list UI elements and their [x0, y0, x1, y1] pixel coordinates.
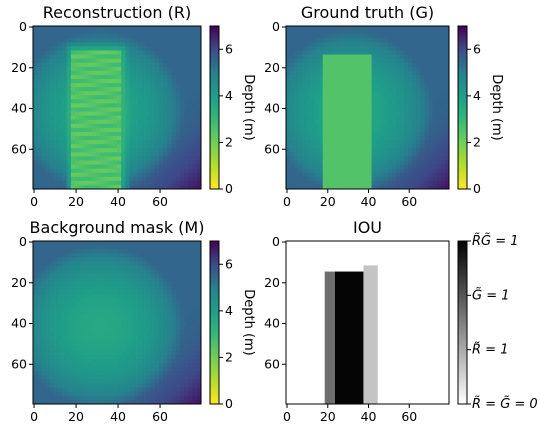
plot-frame: [32, 240, 202, 405]
mask-region-both: [334, 271, 364, 404]
colorbar: [457, 25, 468, 190]
colorbar-tick-label: 2: [225, 349, 233, 364]
x-tick-label: 60: [152, 409, 168, 424]
panel-title: Ground truth (G): [301, 3, 434, 22]
colorbar-label: Depth (m): [241, 74, 256, 141]
x-tick-label: 20: [68, 409, 84, 424]
mask-region-ground-truth-only: [324, 271, 335, 404]
x-tick-label: 40: [110, 194, 126, 209]
colorbar-tick-label: 0: [225, 396, 233, 411]
y-tick-label: 20: [264, 275, 280, 290]
colorbar: [209, 240, 220, 405]
plot-frame: [285, 240, 450, 405]
mask-region-reconstruction-only: [363, 265, 378, 404]
y-tick-label: 60: [264, 356, 280, 371]
plot-frame: [32, 25, 202, 190]
colorbar-tick-label: G̃ = 1: [472, 288, 510, 303]
colorbar-tick-label: 0: [225, 181, 233, 196]
colorbar-tick-label: R̃ = G̃ = 0: [472, 397, 538, 412]
y-tick-label: 60: [11, 141, 27, 156]
panel-title: Background mask (M): [30, 218, 205, 237]
x-tick-label: 0: [283, 194, 291, 209]
x-tick-label: 20: [320, 194, 336, 209]
colorbar-tick-label: R̃G̃ = 1: [472, 234, 519, 249]
heatmap-2: [286, 26, 450, 190]
iou-mask: [286, 241, 449, 404]
x-tick-label: 0: [30, 194, 38, 209]
x-tick-label: 60: [401, 409, 417, 424]
y-tick-label: 60: [264, 141, 280, 156]
colorbar-tick-label: R̃ = 1: [472, 342, 508, 357]
colorbar-tick-label: 2: [225, 134, 233, 149]
x-tick-label: 20: [68, 194, 84, 209]
x-tick-label: 40: [110, 409, 126, 424]
x-tick-label: 0: [283, 409, 291, 424]
colorbar: [209, 25, 220, 190]
y-tick-label: 60: [11, 356, 27, 371]
y-tick-label: 20: [264, 60, 280, 75]
panel-title: Reconstruction (R): [43, 3, 191, 22]
panel-title: IOU: [353, 218, 382, 237]
x-tick-label: 20: [320, 409, 336, 424]
colorbar-tick-label: 4: [473, 88, 481, 103]
colorbar-tick-label: 6: [225, 256, 233, 271]
y-tick-label: 20: [11, 275, 27, 290]
x-tick-label: 60: [401, 194, 417, 209]
y-tick-label: 20: [11, 60, 27, 75]
colorbar-tick-label: 6: [473, 41, 481, 56]
y-tick-label: 40: [11, 101, 27, 116]
x-tick-label: 40: [361, 194, 377, 209]
y-tick-label: 0: [272, 234, 280, 249]
x-tick-label: 40: [361, 409, 377, 424]
colorbar-tick-label: 6: [225, 41, 233, 56]
x-tick-label: 0: [30, 409, 38, 424]
colorbar: [457, 240, 468, 405]
plot-frame: [285, 25, 450, 190]
colorbar-tick-label: 2: [473, 134, 481, 149]
y-tick-label: 40: [264, 316, 280, 331]
heatmap-1: [33, 26, 202, 190]
y-tick-label: 0: [19, 234, 27, 249]
y-tick-label: 40: [11, 316, 27, 331]
colorbar-tick-label: 4: [225, 303, 233, 318]
colorbar-label: Depth (m): [241, 289, 256, 356]
x-tick-label: 60: [152, 194, 168, 209]
y-tick-label: 40: [264, 101, 280, 116]
colorbar-tick-label: 0: [473, 181, 481, 196]
y-tick-label: 0: [19, 19, 27, 34]
y-tick-label: 0: [272, 19, 280, 34]
colorbar-label: Depth (m): [489, 74, 504, 141]
heatmap-3: [33, 241, 202, 405]
colorbar-tick-label: 4: [225, 88, 233, 103]
